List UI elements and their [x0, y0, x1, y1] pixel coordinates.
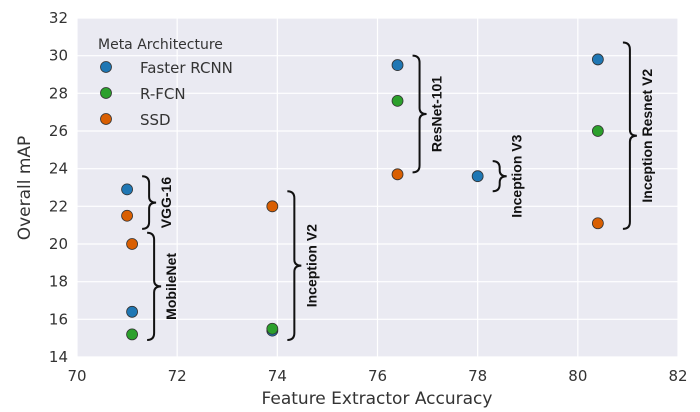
y-tick-label: 14 [49, 348, 68, 366]
group-label-inception-v2: Inception V2 [303, 224, 319, 307]
brace-inception-resnet-v2 [622, 41, 637, 230]
x-tick-label: 80 [568, 367, 587, 385]
legend-label-r-fcn: R-FCN [140, 85, 186, 103]
data-point-r-fcn [591, 125, 604, 137]
y-tick-label: 32 [49, 9, 68, 27]
x-axis-title: Feature Extractor Accuracy [262, 389, 493, 409]
data-point-faster-rcnn [391, 59, 404, 71]
brace-vgg-16 [142, 175, 157, 230]
group-brackets: VGG-16 MobileNet Inception V2 ResNet-101 Inc… [142, 41, 655, 342]
legend-label-ssd: SSD [140, 111, 171, 129]
data-point-ssd [121, 209, 133, 222]
legend: Meta Architecture Faster RCNN R-FCN SSD [98, 37, 233, 129]
group-label-vgg-16: VGG-16 [158, 177, 174, 229]
y-tick-label: 18 [49, 273, 68, 291]
group-label-mobilenet: MobileNet [163, 253, 179, 320]
data-point-ssd [591, 217, 604, 230]
group-label-resnet-101: ResNet-101 [429, 76, 445, 152]
y-tick-label: 16 [49, 310, 68, 328]
data-point-r-fcn [126, 328, 138, 341]
data-point-faster-rcnn [471, 170, 484, 183]
y-tick-label: 28 [49, 84, 68, 102]
grid-lines [76, 17, 679, 358]
data-point-r-fcn [266, 322, 279, 335]
y-tick-label: 22 [49, 197, 68, 215]
legend-label-faster-rcnn: Faster RCNN [140, 59, 233, 77]
group-label-inception-v3: Inception V3 [509, 134, 525, 217]
data-point-ssd [266, 200, 279, 213]
group-label-inception-resnet-v2: Inception Resnet V2 [639, 69, 655, 203]
y-axis-title: Overall mAP [15, 136, 35, 241]
data-point-faster-rcnn [126, 305, 138, 318]
x-tick-label: 74 [268, 367, 287, 385]
x-tick-label: 82 [668, 367, 687, 385]
legend-title: Meta Architecture [98, 37, 223, 53]
data-point-ssd [126, 238, 138, 250]
legend-marker-ssd [100, 113, 112, 125]
x-axis-ticks: 70 72 74 76 78 80 82 [67, 367, 687, 385]
y-tick-label: 30 [49, 47, 68, 65]
x-tick-label: 78 [468, 367, 487, 385]
x-tick-label: 72 [168, 367, 187, 385]
data-points [121, 53, 604, 341]
brace-resnet-101 [412, 54, 427, 174]
legend-marker-r-fcn [100, 87, 112, 99]
y-tick-label: 26 [49, 122, 68, 140]
data-point-ssd [391, 168, 404, 181]
y-tick-label: 24 [49, 160, 68, 178]
x-tick-label: 76 [368, 367, 387, 385]
data-point-faster-rcnn [121, 183, 133, 196]
legend-marker-faster-rcnn [100, 61, 112, 73]
brace-inception-v2 [287, 190, 302, 342]
data-point-r-fcn [391, 94, 404, 107]
y-axis-ticks: 14 16 18 20 22 24 26 28 30 32 [49, 9, 68, 366]
y-tick-label: 20 [49, 235, 68, 253]
data-point-faster-rcnn [591, 53, 604, 66]
x-tick-label: 70 [67, 367, 86, 385]
